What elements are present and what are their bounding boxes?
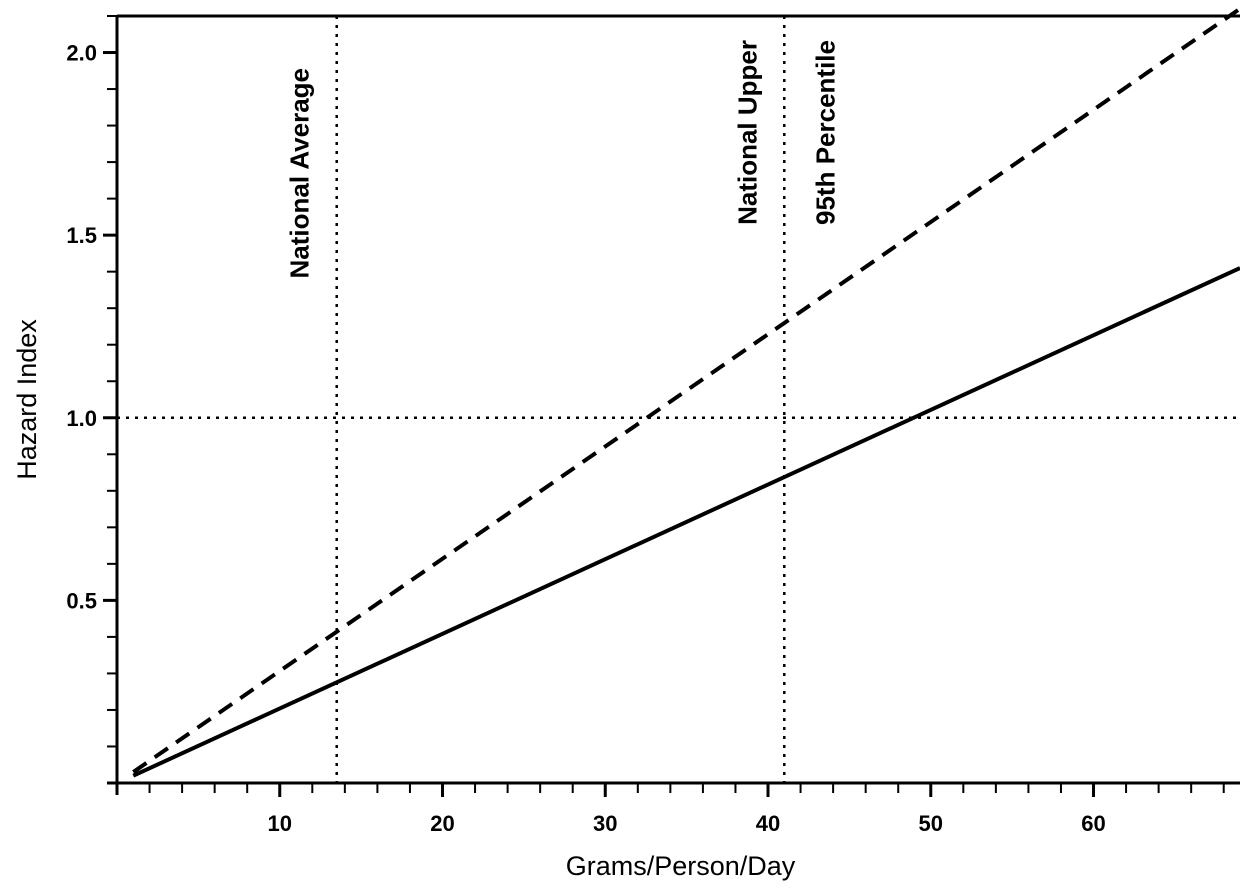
reference-label: National Upper — [732, 40, 762, 225]
series-line-dashed — [132, 7, 1240, 774]
x-tick-label: 40 — [756, 811, 780, 836]
series-line-solid — [132, 266, 1240, 778]
x-axis-title: Grams/Person/Day — [566, 851, 796, 881]
x-tick-label: 30 — [593, 811, 617, 836]
series-layer — [132, 7, 1240, 778]
y-tick-label: 0.5 — [66, 588, 97, 613]
x-tick-label: 60 — [1081, 811, 1105, 836]
y-tick-label: 2.0 — [66, 41, 97, 66]
reference-label: 95th Percentile — [810, 40, 840, 225]
y-tick-label: 1.5 — [66, 223, 97, 248]
y-axis-title: Hazard Index — [12, 319, 42, 480]
y-tick-label: 1.0 — [66, 406, 97, 431]
x-tick-label: 10 — [268, 811, 292, 836]
reference-lines — [117, 16, 1240, 783]
reference-label: National Average — [285, 68, 315, 278]
labels-layer: 0.5 1.0 1.5 2.0 10 20 30 40 50 60 Grams/Person/Day… — [12, 40, 1106, 881]
plot-frame — [107, 14, 1240, 795]
x-tick-label: 50 — [919, 811, 943, 836]
axes-layer — [103, 15, 1225, 797]
x-tick-label: 20 — [430, 811, 454, 836]
